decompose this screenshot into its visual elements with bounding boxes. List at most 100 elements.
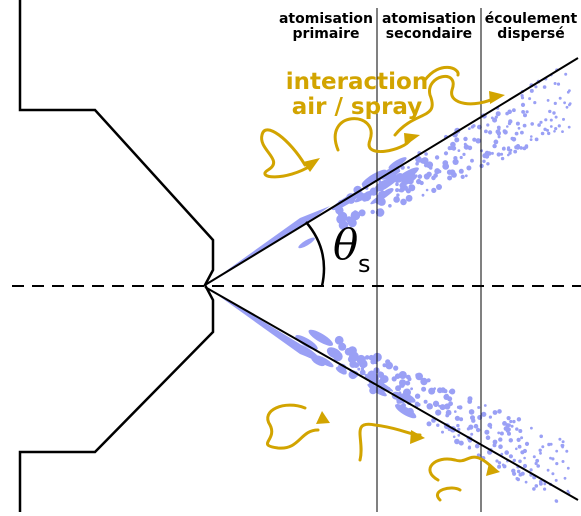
spray-droplet — [429, 405, 433, 409]
angle-symbol: θ — [333, 220, 359, 269]
spray-droplet — [367, 196, 371, 200]
spray-droplet — [456, 405, 461, 409]
spray-droplet — [353, 362, 359, 368]
spray-droplet — [458, 168, 464, 174]
spray-droplet — [488, 415, 492, 419]
spray-droplet — [468, 409, 475, 415]
spray-droplet — [344, 347, 353, 356]
spray-droplet — [457, 149, 461, 153]
spray-droplet — [435, 409, 442, 416]
spray-droplet — [472, 124, 476, 128]
spray-droplet — [341, 369, 347, 375]
spray-droplet — [543, 487, 547, 491]
spray-droplet — [423, 399, 428, 404]
spray-droplet — [515, 477, 519, 481]
spray-droplet — [443, 151, 449, 156]
spray-droplet — [532, 455, 536, 459]
spray-droplet — [492, 439, 498, 445]
spray-droplet — [445, 393, 449, 398]
spray-droplet — [524, 145, 528, 149]
spray-droplet — [558, 437, 562, 441]
spray-droplet — [497, 431, 501, 435]
spray-droplet — [495, 459, 499, 463]
spray-droplet — [396, 400, 401, 404]
spray-ligament — [308, 329, 334, 346]
spray-droplet — [367, 370, 377, 380]
spray-droplet — [395, 173, 405, 182]
spray-droplet — [546, 99, 550, 102]
spray-droplet — [424, 152, 428, 156]
angle-subscript: s — [358, 250, 371, 278]
zone-label-dispersed: écoulement dispersé — [481, 12, 581, 42]
spray-droplet — [504, 450, 510, 455]
spray-droplet — [553, 101, 557, 105]
spray-droplet — [454, 415, 460, 421]
spray-droplet — [362, 362, 368, 368]
spray-droplet — [448, 401, 453, 407]
spray-droplet — [522, 463, 528, 469]
spray-droplet — [512, 108, 516, 113]
spray-droplet — [364, 191, 372, 199]
spray-droplet — [543, 127, 547, 131]
spray-droplet — [421, 386, 427, 392]
spray-droplet — [507, 431, 511, 436]
spray-droplet — [554, 499, 558, 503]
spray-droplet — [442, 160, 449, 166]
spray-droplet — [333, 351, 343, 362]
spray-droplet — [497, 409, 502, 414]
spray-droplet — [549, 456, 552, 460]
cone-edge-lower — [204, 286, 579, 501]
spray-droplet — [353, 185, 363, 195]
spray-droplet — [421, 158, 428, 164]
spray-droplet — [449, 169, 456, 176]
zone-label-line2: secondaire — [385, 26, 473, 42]
spray-droplet — [492, 143, 497, 149]
spray-droplet — [551, 472, 555, 476]
cone-edge-upper — [204, 57, 579, 286]
spray-droplet — [486, 123, 490, 127]
spray-droplet — [470, 432, 474, 436]
spray-droplet — [426, 421, 432, 427]
spray-droplet — [497, 131, 501, 136]
spray-droplet — [534, 137, 539, 142]
spray-droplet — [520, 130, 524, 135]
spray-droplet — [431, 187, 437, 193]
spray-droplet — [407, 177, 414, 185]
spray-droplet — [500, 156, 505, 161]
spray-droplet — [508, 119, 513, 124]
spray-droplet — [553, 82, 557, 85]
spray-droplet — [540, 131, 545, 136]
air-swirl-3 — [393, 74, 497, 137]
spray-droplet — [482, 153, 488, 159]
spray-droplet — [525, 110, 529, 114]
spray-droplet — [488, 130, 493, 135]
spray-droplet — [561, 460, 565, 463]
spray-droplet — [401, 403, 406, 408]
spray-droplet — [457, 433, 461, 437]
spray-droplet — [530, 122, 534, 126]
arrowhead-6 — [486, 463, 500, 476]
spray-droplet — [426, 378, 431, 383]
spray-droplet — [520, 436, 524, 440]
spray-droplet — [512, 458, 516, 463]
spray-droplet — [415, 156, 422, 163]
spray-droplet — [528, 97, 532, 101]
spray-droplet — [405, 170, 414, 179]
spray-droplet — [548, 109, 552, 114]
air-swirl-4 — [423, 65, 460, 82]
spray-droplet — [505, 428, 510, 433]
spray-droplet — [393, 196, 400, 203]
spray-droplet — [539, 120, 543, 124]
spray-droplet — [529, 88, 534, 93]
spray-droplet — [536, 464, 540, 468]
spray-droplet — [509, 419, 513, 424]
air-swirl-1 — [260, 128, 314, 179]
spray-droplet — [473, 423, 479, 429]
spray-droplet — [514, 131, 519, 136]
spray-droplet — [466, 165, 472, 171]
spray-droplet — [464, 174, 468, 178]
spray-droplet — [543, 482, 547, 486]
spray-droplet — [378, 191, 384, 198]
spray-droplet — [388, 204, 392, 208]
spray-droplet — [402, 184, 408, 191]
